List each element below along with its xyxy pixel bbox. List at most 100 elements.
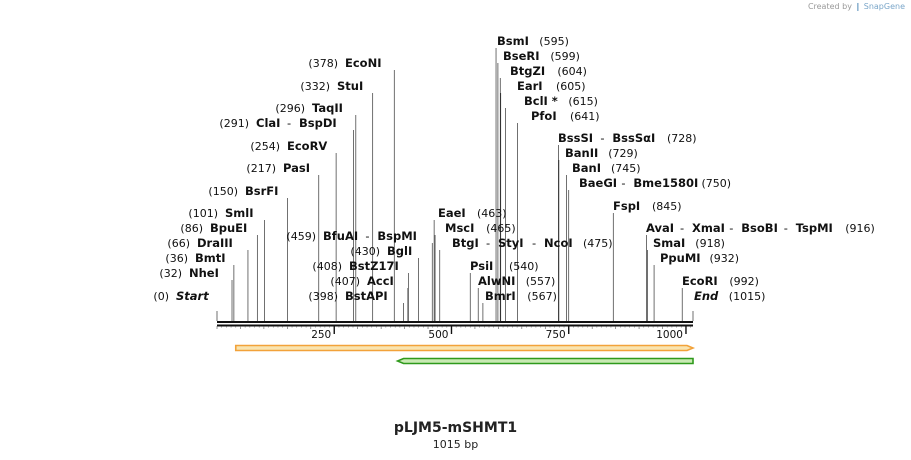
site-bmti[interactable]: BmtI (36): [165, 251, 225, 265]
site-bsrfi[interactable]: BsrFI (150): [208, 184, 278, 198]
site-position: (332): [300, 80, 330, 93]
site-name: AlwNI: [478, 274, 515, 288]
site-name: PfoI: [531, 109, 557, 123]
axis-tick-label: 1000: [656, 329, 683, 341]
site-name: BanII: [565, 146, 598, 160]
site-position: (729): [608, 147, 638, 160]
site-bpuei[interactable]: BpuEI (86): [180, 221, 247, 235]
site-position: (36): [165, 252, 188, 265]
site-name: PasI: [283, 161, 310, 175]
site-econi[interactable]: EcoNI (378): [308, 56, 381, 70]
site-avai[interactable]: AvaI - XmaI - BsoBI - TspMI (916): [646, 221, 875, 235]
site-separator: -: [784, 221, 788, 235]
site-bsmi[interactable]: BsmI (595): [497, 34, 569, 48]
site-name: BsrFI: [245, 184, 278, 198]
map-length: 1015 bp: [432, 438, 479, 451]
site-name: StuI: [337, 79, 363, 93]
snapgene-logo-icon: ❙: [854, 2, 862, 11]
site-position: (615): [568, 95, 598, 108]
site-pfoi[interactable]: PfoI (641): [531, 109, 600, 123]
site-position: (254): [250, 140, 280, 153]
orange-feature[interactable]: [234, 344, 696, 352]
site-ppumi[interactable]: PpuMI (932): [660, 251, 739, 265]
credit-line: Created by ❙ SnapGene: [808, 2, 905, 11]
site-bfuai[interactable]: BfuAI - BspMI (459): [286, 229, 417, 243]
site-position: (540): [509, 260, 539, 273]
site-name: BstAPI: [345, 289, 388, 303]
site-draiii[interactable]: DraIII (66): [167, 236, 232, 250]
site-ecorv[interactable]: EcoRV (254): [250, 139, 327, 153]
site-name: EaeI: [438, 206, 466, 220]
site-position: (745): [611, 162, 641, 175]
site-clai[interactable]: ClaI - BspDI (291): [219, 116, 336, 130]
site-name: EcoRI: [682, 274, 718, 288]
site-stui[interactable]: StuI (332): [300, 79, 363, 93]
site-name: BglI: [387, 244, 412, 258]
site-baegi[interactable]: BaeGI - Bme1580I (750): [579, 176, 731, 190]
site-bstapi[interactable]: BstAPI (398): [308, 289, 387, 303]
site-bcli[interactable]: BclI * (615): [524, 94, 598, 108]
site-name: AvaI: [646, 221, 674, 235]
site-banii[interactable]: BanII (729): [565, 146, 638, 160]
site-position: (605): [556, 80, 586, 93]
site-position: (398): [308, 290, 338, 303]
site-acci[interactable]: AccI (407): [330, 274, 393, 288]
site-name: TaqII: [312, 101, 343, 115]
site-taqii[interactable]: TaqII (296): [275, 101, 343, 115]
site-separator: -: [532, 236, 536, 250]
site-position: (992): [729, 275, 759, 288]
site-bgli[interactable]: BglI (430): [350, 244, 412, 258]
site-smai[interactable]: SmaI (918): [653, 236, 725, 250]
site-labels: Start(0)NheI(32)BmtI(36)DraIII(66)BpuEI(…: [153, 34, 874, 303]
site-position: (641): [570, 110, 600, 123]
site-position: (0): [153, 290, 169, 303]
site-btgi[interactable]: BtgI - StyI - NcoI (475): [452, 236, 613, 250]
site-pasi[interactable]: PasI (217): [246, 161, 310, 175]
site-psii[interactable]: PsiI (540): [470, 259, 539, 273]
site-position: (475): [583, 237, 613, 250]
green-feature[interactable]: [395, 357, 694, 365]
site-msci[interactable]: MscI (465): [445, 221, 516, 235]
site-name: Bme1580I: [633, 176, 698, 190]
site-bani[interactable]: BanI (745): [572, 161, 641, 175]
site-nhei[interactable]: NheI (32): [159, 266, 218, 280]
site-name: BtgZI: [510, 64, 545, 78]
site-bstz17i[interactable]: BstZ17I (408): [312, 259, 398, 273]
site-position: (595): [539, 35, 569, 48]
credit-brand: SnapGene: [863, 2, 905, 11]
site-position: (378): [308, 57, 338, 70]
plasmid-linear-map: 250 500 750 1000 Start (0) NheI (32) BmtI (36) Dr…: [153, 34, 875, 365]
site-separator: -: [486, 236, 490, 250]
site-position: (291): [219, 117, 249, 130]
site-eari[interactable]: EarI (605): [517, 79, 586, 93]
site-position: (32): [159, 267, 182, 280]
site-bsssi[interactable]: BssSI - BssSαI (728): [558, 131, 697, 145]
site-btgzi[interactable]: BtgZI (604): [510, 64, 587, 78]
site-start[interactable]: Start (0): [153, 289, 209, 303]
site-bmri[interactable]: BmrI (567): [485, 289, 557, 303]
site-position: (459): [286, 230, 316, 243]
feature-arrows: [234, 344, 696, 365]
site-position: (430): [350, 245, 380, 258]
axis-tick-label: 750: [546, 329, 566, 341]
site-position: (66): [167, 237, 190, 250]
site-name: MscI: [445, 221, 474, 235]
site-bseri[interactable]: BseRI (599): [503, 49, 580, 63]
site-name: BtgI: [452, 236, 479, 250]
site-position: (296): [275, 102, 305, 115]
site-end[interactable]: End (1015): [694, 289, 765, 303]
site-ecori[interactable]: EcoRI (992): [682, 274, 759, 288]
site-alwni[interactable]: AlwNI (557): [478, 274, 555, 288]
site-name: PpuMI: [660, 251, 701, 265]
site-position: (918): [695, 237, 725, 250]
site-eaei[interactable]: EaeI (463): [438, 206, 507, 220]
site-name: BpuEI: [210, 221, 247, 235]
site-name: EcoRV: [287, 139, 327, 153]
credit-prefix: Created by: [807, 2, 852, 11]
site-separator: -: [365, 229, 369, 243]
site-name: BfuAI: [323, 229, 358, 243]
site-position: (728): [667, 132, 697, 145]
site-name: DraIII: [197, 236, 233, 250]
site-fspi[interactable]: FspI (845): [613, 199, 682, 213]
site-smli[interactable]: SmlI (101): [188, 206, 253, 220]
